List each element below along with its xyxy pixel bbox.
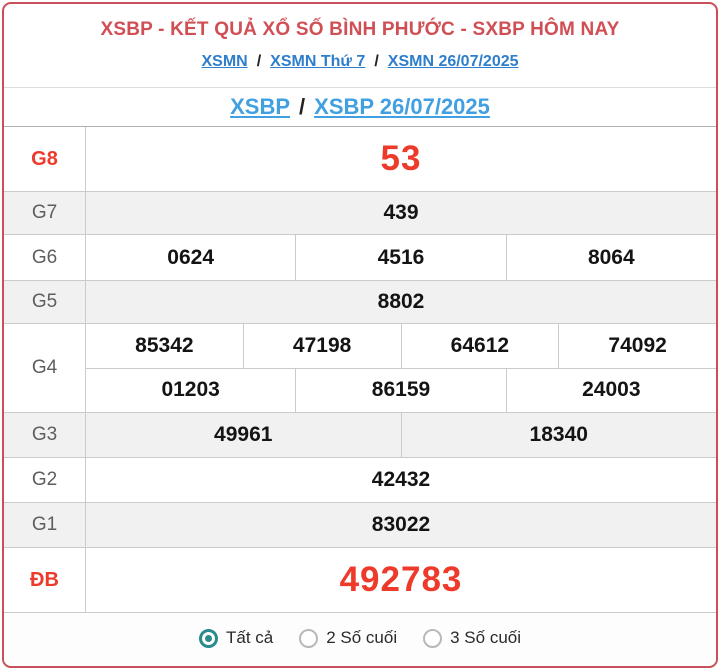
prize-label-g1: G1 (4, 503, 86, 547)
prize-label-g5: G5 (4, 281, 86, 323)
radio-selected-icon[interactable] (198, 628, 218, 648)
breadcrumb-link-xsmn-thu7[interactable]: XSMN Thứ 7 (270, 53, 366, 70)
prize-number: 64612 (400, 324, 559, 368)
page-title: XSBP - KẾT QUẢ XỔ SỐ BÌNH PHƯỚC - SXBP H… (100, 19, 620, 40)
prize-label-g6: G6 (4, 235, 86, 280)
prize-number: 8064 (505, 235, 716, 280)
prize-number: 24003 (505, 368, 716, 412)
prize-number: 8802 (377, 290, 425, 313)
prize-label-g7: G7 (4, 192, 86, 234)
breadcrumb-separator: / (374, 53, 379, 70)
breadcrumb-link-xsmn-date[interactable]: XSMN 26/07/2025 (387, 53, 519, 70)
prize-label-db: ĐB (4, 548, 86, 612)
table-row-g5: G5 8802 (4, 280, 716, 323)
prize-number: 492783 (339, 560, 463, 599)
prize-label-g4: G4 (4, 324, 86, 412)
result-title: XSBP / XSBP 26/07/2025 (4, 88, 716, 126)
radio-option-label: 2 Số cuối (326, 628, 398, 647)
table-row-g2: G2 42432 (4, 457, 716, 502)
prize-number: 439 (383, 201, 419, 224)
prize-number: 86159 (295, 368, 505, 412)
radio-option-label: Tất cả (225, 628, 274, 647)
prize-number: 53 (380, 139, 422, 178)
breadcrumb-separator: / (256, 53, 262, 70)
breadcrumb: XSMN / XSMN Thứ 7 / XSMN 26/07/2025 (201, 53, 518, 71)
radio-option-label: 3 Số cuối (450, 628, 522, 647)
prize-number: 18340 (400, 413, 717, 457)
prize-label-g8: G8 (4, 127, 86, 191)
prize-label-g2: G2 (4, 458, 86, 502)
prize-number: 49961 (214, 423, 273, 446)
display-mode-options: Tất cả 2 Số cuối 3 Số cuối (4, 612, 716, 663)
prize-number: 85342 (135, 333, 194, 357)
prize-number: 4516 (295, 235, 505, 280)
radio-option-last2[interactable]: 2 Số cuối (299, 628, 397, 648)
table-row-g1: G1 83022 (4, 502, 716, 547)
table-row-db: ĐB 492783 (4, 547, 716, 612)
table-row-g7: G7 439 (4, 191, 716, 234)
radio-option-last3[interactable]: 3 Số cuối (423, 628, 521, 648)
prize-number: 01203 (161, 378, 220, 402)
prize-number: 0624 (167, 245, 215, 269)
prize-label-g3: G3 (4, 413, 86, 457)
radio-unselected-icon[interactable] (423, 628, 443, 648)
prize-number: 42432 (371, 468, 431, 491)
prize-number: 74092 (558, 324, 716, 368)
table-row-g8: G8 53 (4, 127, 716, 191)
prize-number: 47198 (242, 324, 401, 368)
prize-number: 83022 (371, 513, 431, 536)
radio-option-all[interactable]: Tất cả (198, 628, 274, 648)
subtitle-link-xsbp[interactable]: XSBP (230, 94, 291, 119)
breadcrumb-link-xsmn[interactable]: XSMN (201, 53, 248, 70)
subtitle-separator: / (299, 94, 306, 119)
subtitle-link-xsbp-date[interactable]: XSBP 26/07/2025 (314, 94, 490, 119)
results-table: G8 53 G7 439 G6 0624 4516 8064 (4, 126, 716, 612)
table-row-g6: G6 0624 4516 8064 (4, 234, 716, 280)
table-row-g3: G3 49961 18340 (4, 412, 716, 457)
header: XSBP - KẾT QUẢ XỔ SỐ BÌNH PHƯỚC - SXBP H… (4, 4, 716, 88)
radio-unselected-icon[interactable] (299, 628, 319, 648)
table-row-g4: G4 85342 47198 64612 74092 01203 86159 2… (4, 323, 716, 412)
